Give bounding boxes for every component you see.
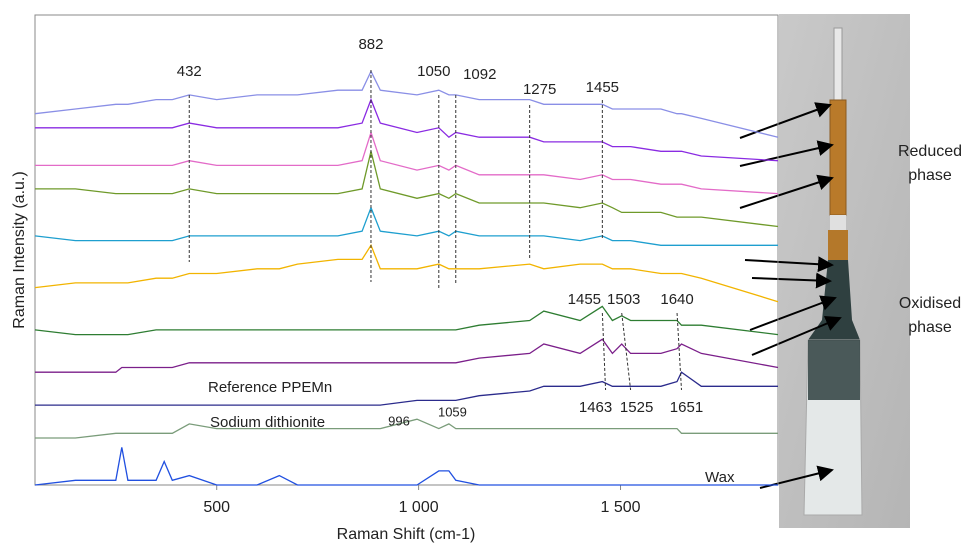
x-tick-label: 1 000	[399, 499, 439, 516]
photo	[779, 14, 910, 528]
arrow	[739, 174, 834, 209]
peak-label: 432	[177, 63, 202, 80]
arrow	[751, 272, 832, 289]
phase-label: Oxidised phase	[898, 295, 962, 336]
series-label: Reference PPEMn	[208, 379, 332, 396]
series-label: Sodium dithionite	[210, 414, 325, 431]
peak-label: 1455	[568, 291, 601, 308]
spectrum	[34, 305, 779, 336]
spectrum	[34, 205, 778, 246]
peak-label: 1463	[579, 399, 612, 416]
spectrum	[35, 338, 779, 373]
x-axis-label: Raman Shift (cm-1)	[337, 526, 476, 543]
peak-label: 1640	[660, 291, 693, 308]
spectrum	[35, 371, 778, 406]
spectrum	[34, 243, 779, 303]
peak-label: 1275	[523, 81, 556, 98]
reduced-phase-lower	[828, 230, 848, 260]
phase-label: Reduced phase	[897, 143, 963, 184]
arrow	[739, 102, 832, 139]
peak-label: 996	[388, 413, 410, 428]
reduced-phase-upper	[829, 99, 847, 216]
tube-gap	[830, 215, 846, 230]
arrows	[739, 102, 842, 489]
peak-marker	[676, 312, 682, 391]
arrow	[749, 295, 837, 331]
x-tick-label: 500	[203, 499, 230, 516]
arrow	[751, 316, 842, 356]
arrow	[739, 140, 834, 167]
peak-label: 1525	[620, 399, 653, 416]
y-axis-label: Raman Intensity (a.u.)	[11, 171, 28, 328]
spectrum	[35, 151, 779, 228]
spectrum	[35, 418, 778, 439]
peak-label: 1455	[586, 79, 619, 96]
spectrum	[35, 130, 779, 195]
peak-label: 1092	[463, 66, 496, 83]
arrow	[744, 256, 834, 273]
peak-label: 1050	[417, 63, 450, 80]
spectrum	[35, 97, 779, 162]
spectrum	[34, 447, 778, 486]
peak-label: 1059	[438, 404, 467, 419]
spectrum	[34, 69, 779, 138]
peak-marker	[601, 312, 607, 391]
peak-label: 1651	[670, 399, 703, 416]
peak-marker	[621, 312, 632, 391]
series-label: Wax	[705, 469, 735, 486]
peak-label: 1503	[607, 291, 640, 308]
peak-label: 882	[358, 36, 383, 53]
x-tick-label: 1 500	[600, 499, 640, 516]
